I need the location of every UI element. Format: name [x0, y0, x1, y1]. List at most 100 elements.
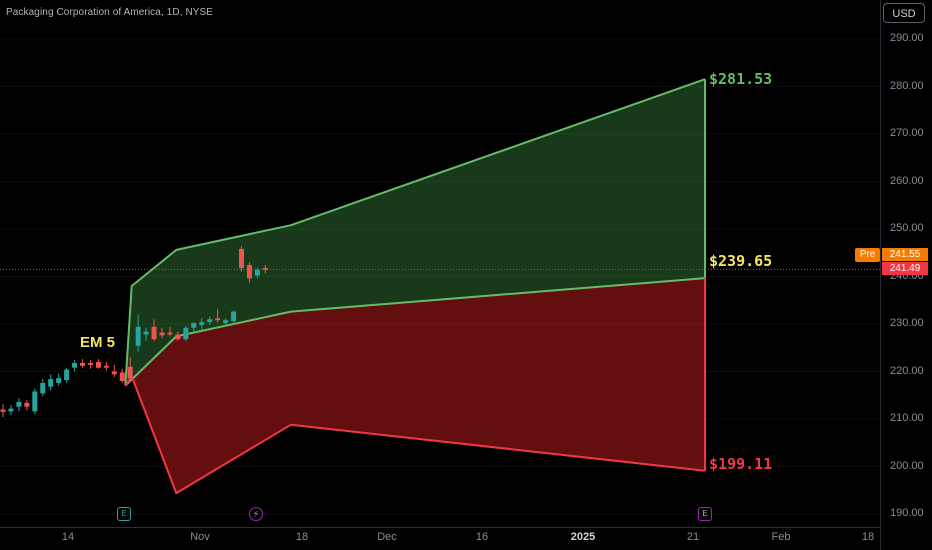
candle-body: [207, 319, 213, 323]
candle-body: [175, 334, 181, 340]
time-tick-label: 2025: [570, 531, 596, 543]
mid-target-label: $239.65: [709, 252, 773, 271]
candle: [103, 362, 109, 371]
time-axis-border: [0, 527, 880, 528]
candle: [215, 308, 221, 323]
time-tick-label: 21: [686, 531, 700, 543]
candle: [254, 267, 260, 279]
price-axis-border: [880, 0, 881, 550]
candle-body: [199, 322, 205, 325]
candle: [87, 360, 93, 369]
candle: [183, 325, 189, 342]
em-label: EM 5: [80, 334, 116, 351]
candle-body: [64, 369, 70, 381]
price-tick-label: 290.00: [890, 32, 924, 44]
price-tick-label: 270.00: [890, 127, 924, 139]
candle: [80, 359, 85, 368]
candle-body: [40, 382, 46, 394]
upper-target-label: $281.53: [709, 70, 773, 89]
candle: [24, 400, 30, 411]
candle-body: [16, 401, 22, 407]
candle: [0, 403, 6, 418]
candle: [143, 327, 149, 342]
candle: [207, 316, 213, 325]
candle: [167, 326, 173, 337]
candle: [135, 314, 141, 352]
candle-body: [103, 365, 109, 368]
price-tick-label: 220.00: [890, 364, 924, 377]
candle: [262, 265, 268, 274]
candle-body: [231, 311, 237, 322]
candle: [223, 318, 229, 326]
candle-body: [111, 371, 117, 375]
candle-body: [143, 331, 149, 335]
time-tick-label: 16: [475, 531, 489, 543]
candle: [246, 262, 252, 284]
upper-boundary-line: [124, 78, 706, 386]
candle: [199, 318, 205, 331]
candle: [111, 364, 117, 378]
candle-body: [119, 372, 125, 381]
candle-body: [127, 366, 133, 379]
candle-body: [95, 362, 101, 368]
candle: [8, 404, 14, 416]
candle-body: [159, 332, 165, 336]
candle: [56, 373, 62, 386]
price-tick-label: 230.00: [890, 317, 924, 329]
candle-body: [223, 320, 229, 324]
candlestick-series: [0, 246, 268, 418]
bearish-band-area: [125, 278, 705, 494]
candle: [32, 388, 38, 415]
candle: [48, 374, 54, 391]
candle: [127, 357, 133, 382]
candle-body: [215, 318, 221, 321]
candle: [239, 246, 244, 272]
candle: [16, 398, 22, 412]
candle-body: [32, 391, 38, 412]
candle: [95, 359, 101, 369]
price-tick-label: 260.00: [890, 174, 924, 187]
lower-target-label: $199.11: [709, 454, 773, 473]
candle-body: [167, 332, 173, 335]
candle: [191, 322, 197, 334]
candle-body: [0, 409, 6, 412]
price-tick-label: 190.00: [890, 507, 924, 519]
currency-button[interactable]: USD: [883, 3, 925, 23]
price-tick-label: 200.00: [890, 459, 924, 472]
candle: [151, 319, 157, 342]
candle: [40, 379, 46, 397]
candle-body: [246, 265, 252, 279]
candle-body: [135, 326, 141, 346]
candle-body: [56, 378, 62, 383]
time-tick-label: Nov: [190, 531, 210, 543]
candle-body: [72, 362, 78, 368]
candle-body: [183, 327, 189, 340]
candle: [231, 310, 237, 324]
candle: [119, 368, 125, 383]
price-tick-label: 280.00: [890, 79, 924, 92]
last-price-tag: 241.49: [882, 262, 928, 275]
dividend-icon[interactable]: ⚡: [249, 507, 263, 521]
earnings-future-icon[interactable]: E: [698, 507, 712, 521]
lower-boundary-line: [124, 375, 706, 495]
candle-body: [48, 379, 54, 387]
symbol-title: Packaging Corporation of America, 1D, NY…: [6, 7, 214, 18]
candle-body: [254, 269, 260, 276]
candle: [159, 327, 165, 339]
time-tick-label: Feb: [771, 531, 791, 543]
expected-move-bands: [124, 78, 706, 495]
candle-body: [24, 402, 30, 407]
price-tick-label: 250.00: [890, 222, 924, 234]
earnings-past-icon[interactable]: E: [117, 507, 131, 521]
bullish-band-area: [125, 79, 705, 386]
time-tick-label: 18: [295, 531, 309, 543]
candle-body: [8, 408, 14, 412]
candle-body: [151, 326, 157, 340]
candle-body: [262, 267, 268, 270]
candle-body: [191, 323, 197, 328]
time-tick-label: 14: [61, 531, 75, 543]
candle-body: [239, 248, 244, 268]
time-tick-label: Dec: [377, 531, 397, 543]
price-tick-label: 210.00: [890, 412, 924, 424]
